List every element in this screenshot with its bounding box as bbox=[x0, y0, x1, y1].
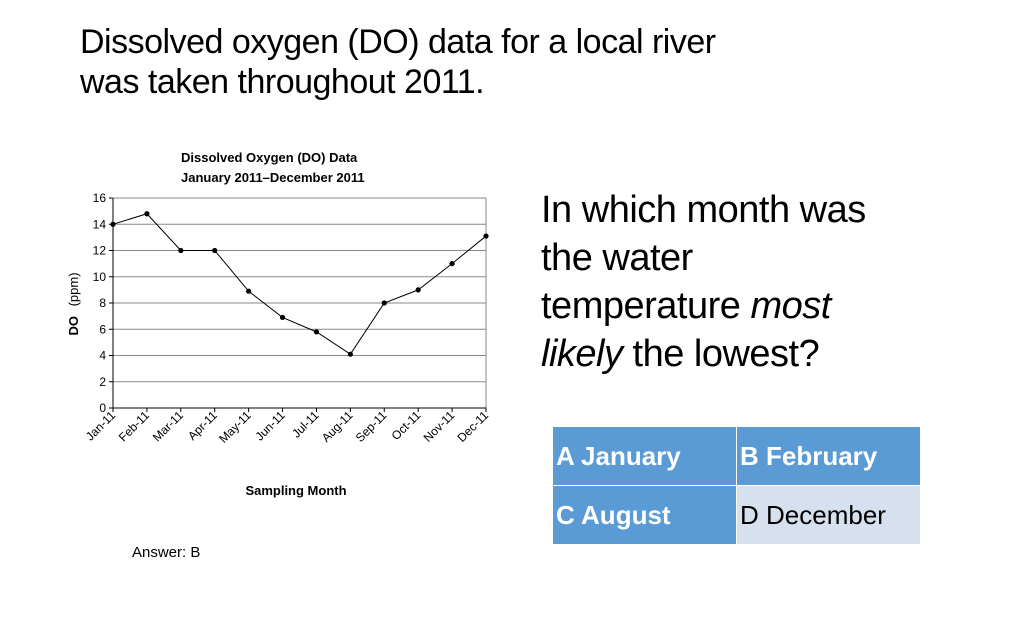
chart-title: Dissolved Oxygen (DO) Data bbox=[181, 150, 358, 165]
y-axis-label: DO (ppm) bbox=[66, 272, 81, 335]
x-tick-label: Apr-11 bbox=[185, 408, 220, 443]
svg-text:DO (ppm): DO (ppm) bbox=[66, 272, 81, 335]
x-tick-label: Aug-11 bbox=[319, 408, 356, 445]
question-likely: likely bbox=[541, 333, 623, 375]
data-point bbox=[144, 211, 150, 217]
data-point bbox=[279, 314, 286, 321]
x-tick-label: Mar-11 bbox=[150, 408, 186, 444]
series-line bbox=[112, 213, 487, 355]
option-d[interactable]: D December bbox=[736, 485, 921, 545]
option-a[interactable]: A January bbox=[552, 426, 737, 486]
y-tick-label: 16 bbox=[93, 191, 107, 205]
data-point bbox=[110, 221, 116, 227]
question-line-4: likely the lowest? bbox=[541, 330, 971, 378]
question-line-3: temperature most bbox=[541, 282, 971, 330]
title-line-1: Dissolved oxygen (DO) data for a local r… bbox=[80, 23, 716, 61]
question-line-1: In which month was bbox=[541, 189, 866, 231]
x-tick-label: Jun-11 bbox=[252, 408, 287, 443]
x-tick-label: Sep-11 bbox=[353, 408, 390, 445]
x-axis-label: Sampling Month bbox=[245, 483, 346, 498]
data-point bbox=[449, 261, 455, 267]
data-point bbox=[415, 287, 421, 293]
answer-options-table: A January B February C August D December bbox=[552, 426, 921, 545]
y-tick-label: 4 bbox=[99, 349, 106, 363]
question-line-2: the water bbox=[541, 237, 693, 279]
y-axis-label-unit: (ppm) bbox=[66, 272, 81, 306]
data-point bbox=[178, 247, 184, 254]
data-point bbox=[483, 233, 489, 239]
question-temperature: temperature bbox=[541, 285, 751, 327]
x-tick-label: Nov-11 bbox=[421, 408, 458, 445]
question-text: In which month was the water temperature… bbox=[541, 186, 971, 378]
question-the-lowest: the lowest? bbox=[622, 333, 820, 375]
slide-title: Dissolved oxygen (DO) data for a local r… bbox=[80, 22, 940, 102]
y-tick-label: 2 bbox=[99, 375, 106, 389]
y-tick-label: 0 bbox=[99, 401, 106, 415]
x-tick-label: May-11 bbox=[216, 408, 254, 446]
option-b[interactable]: B February bbox=[736, 426, 921, 486]
y-tick-label: 12 bbox=[93, 244, 107, 258]
answer-note: Answer: B bbox=[132, 544, 201, 561]
data-point bbox=[212, 247, 218, 254]
question-most: most bbox=[750, 285, 831, 327]
x-tick-label: Feb-11 bbox=[116, 408, 152, 444]
y-tick-label: 8 bbox=[99, 296, 106, 310]
y-tick-label: 10 bbox=[93, 270, 107, 284]
x-tick-label: Dec-11 bbox=[454, 408, 491, 445]
x-tick-label: Oct-11 bbox=[389, 408, 424, 443]
data-point bbox=[381, 300, 387, 306]
y-axis-label-main: DO bbox=[66, 316, 81, 336]
do-line-chart: Dissolved Oxygen (DO) Data January 2011–… bbox=[66, 150, 491, 498]
x-tick-label: Jul-11 bbox=[289, 408, 322, 441]
title-line-2: was taken throughout 2011. bbox=[80, 63, 485, 101]
data-point bbox=[313, 329, 320, 335]
y-tick-label: 14 bbox=[93, 217, 107, 231]
chart-subtitle: January 2011–December 2011 bbox=[181, 170, 365, 185]
option-c[interactable]: C August bbox=[552, 485, 737, 545]
data-point bbox=[246, 288, 252, 294]
y-tick-label: 6 bbox=[99, 322, 106, 336]
data-point bbox=[347, 351, 353, 357]
